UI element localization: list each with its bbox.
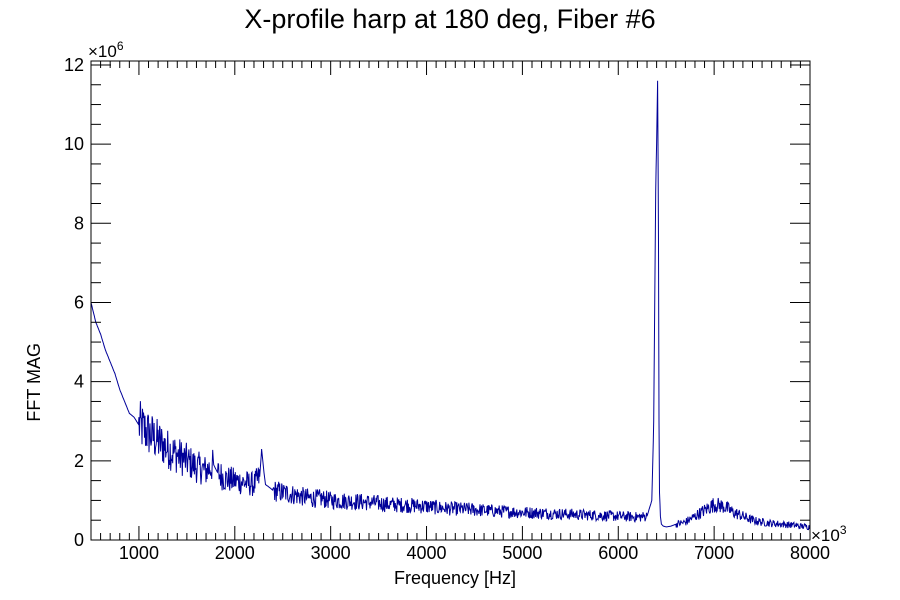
x-tick-label: 6000 [598, 543, 638, 563]
y-tick-label: 12 [64, 55, 84, 75]
x-axis-multiplier: ×103 [811, 523, 847, 545]
x-tick-label: 5000 [502, 543, 542, 563]
chart-title: X-profile harp at 180 deg, Fiber #6 [244, 4, 655, 34]
x-tick-label: 2000 [215, 543, 255, 563]
x-axis: 1000 2000 3000 4000 5000 6000 7000 8000 [90, 61, 830, 563]
x-tick-label: 3000 [311, 543, 351, 563]
x-axis-label: Frequency [Hz] [394, 568, 516, 588]
x-tick-label: 4000 [407, 543, 447, 563]
y-axis-label: FFT MAG [24, 343, 44, 422]
y-tick-label: 6 [74, 292, 84, 312]
y-tick-label: 4 [74, 372, 84, 392]
x-tick-label: 8000 [790, 543, 830, 563]
y-tick-label: 2 [74, 451, 84, 471]
x-multiplier-base: ×10 [811, 526, 840, 545]
y-tick-label: 8 [74, 213, 84, 233]
plot-frame [90, 60, 811, 541]
y-tick-label: 10 [64, 134, 84, 154]
y-multiplier-exponent: 6 [117, 39, 124, 53]
x-multiplier-exponent: 3 [840, 523, 847, 537]
y-tick-label: 0 [74, 530, 84, 550]
x-tick-label: 7000 [694, 543, 734, 563]
y-multiplier-base: ×10 [88, 42, 117, 61]
x-tick-label: 1000 [119, 543, 159, 563]
plot-area [90, 80, 811, 531]
series-line-0 [90, 80, 811, 531]
y-axis: 0 2 4 6 8 10 12 [64, 55, 810, 550]
y-axis-multiplier: ×106 [88, 39, 124, 61]
